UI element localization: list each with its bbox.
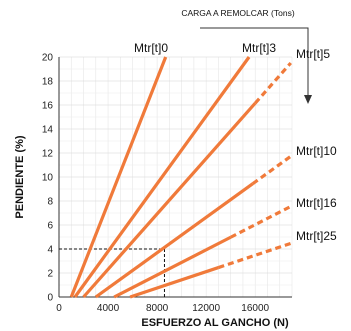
series-line-mtr-t-25 <box>129 266 219 299</box>
x-tick-label: 8000 <box>146 303 169 314</box>
x-tick-label: 4000 <box>97 303 120 314</box>
x-tick-labels: 0 4000 8000 12000 16000 <box>56 303 269 314</box>
series-line-mtr-t-16 <box>113 235 232 299</box>
series-labels: Mtr[t]0 Mtr[t]3 Mtr[t]5 Mtr[t]10 Mtr[t]16 Mtr… <box>134 41 337 243</box>
x-tick-label: 12000 <box>192 303 220 314</box>
y-axis-label: PENDIENTE (%) <box>14 135 26 218</box>
y-tick-label: 0 <box>47 293 53 304</box>
y-tick-labels: 0 2 4 6 8 10 12 14 16 18 20 <box>42 53 54 304</box>
series-line-mtr-t-3 <box>73 56 251 298</box>
y-tick-label: 18 <box>42 77 54 88</box>
series-line-mtr-t-0 <box>69 56 168 298</box>
series-lines <box>69 56 293 299</box>
y-tick-label: 8 <box>47 197 53 208</box>
series-line-dashed-mtr-t-5 <box>254 61 292 105</box>
y-tick-label: 10 <box>42 173 54 184</box>
series-line-mtr-t-5 <box>82 102 257 299</box>
y-tick-label: 20 <box>42 53 54 64</box>
series-label-mtr-t-16: Mtr[t]16 <box>296 196 337 210</box>
series-label-mtr-t-25: Mtr[t]25 <box>296 229 337 243</box>
y-tick-label: 2 <box>47 269 53 280</box>
down-arrow-icon <box>304 95 312 104</box>
y-tick-label: 14 <box>42 125 54 136</box>
series-label-mtr-t-10: Mtr[t]10 <box>296 144 337 158</box>
series-line-dashed-mtr-t-10 <box>251 154 293 186</box>
x-tick-label: 16000 <box>241 303 269 314</box>
series-label-mtr-t-0: Mtr[t]0 <box>134 41 168 55</box>
chart-header: CARGA A REMOLCAR (Tons) <box>181 8 295 18</box>
grid <box>58 56 293 298</box>
y-tick-label: 6 <box>47 221 53 232</box>
x-tick-label: 0 <box>56 303 62 314</box>
x-axis-label: ESFUERZO AL GANCHO (N) <box>141 317 289 329</box>
y-tick-label: 4 <box>47 245 53 256</box>
y-tick-label: 12 <box>42 149 54 160</box>
series-line-dashed-mtr-t-16 <box>229 204 293 239</box>
header-bracket <box>200 27 309 95</box>
series-line-dashed-mtr-t-25 <box>217 241 293 270</box>
series-line-mtr-t-10 <box>94 182 254 299</box>
series-label-mtr-t-5: Mtr[t]5 <box>296 47 330 61</box>
y-tick-label: 16 <box>42 101 54 112</box>
series-label-mtr-t-3: Mtr[t]3 <box>242 41 276 55</box>
